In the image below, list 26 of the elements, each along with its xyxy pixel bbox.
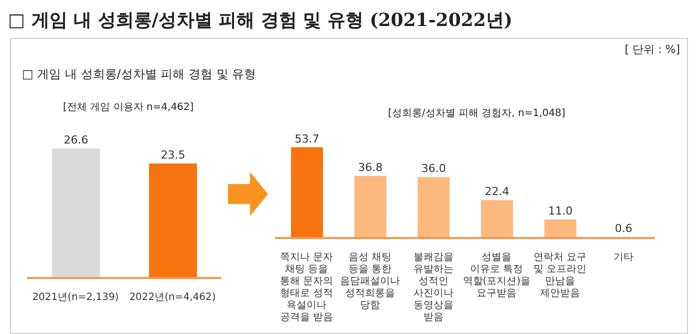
bar (354, 176, 386, 238)
bar (418, 177, 450, 238)
x-tick-label: 연락처 요구 및 오프라인 만남을 제안받음 (533, 252, 587, 299)
x-tick-label: 2022년(n=4,462) (129, 292, 216, 303)
chart-title: [성희롱/성차별 피해 경험자, n=1,048] (388, 107, 566, 120)
x-tick-label: 음성 채팅 등을 통한 음담패설이나 성적희롱을 당함 (340, 252, 400, 311)
bar (544, 219, 576, 238)
bar (481, 200, 513, 238)
data-label: 0.6 (614, 222, 632, 235)
data-label: 53.7 (294, 132, 320, 146)
data-label: 36.8 (358, 160, 383, 174)
data-label: 26.6 (64, 133, 88, 146)
chart-subtitle: □ 게임 내 성희롱/성차별 피해 경험 및 유형 (22, 66, 256, 83)
data-label: 36.0 (421, 162, 446, 176)
x-tick-label: 쪽지나 문자 채팅 등을 통해 문자의 형태로 성적 욕설이나 공격을 받음 (280, 252, 334, 323)
data-label: 11.0 (548, 204, 573, 218)
text: [ 단위 : %] (624, 42, 680, 57)
x-tick-label: 2021년(n=2,139) (32, 292, 119, 303)
text: □ 게임 내 성희롱/성차별 피해 경험 및 유형 (2021-2022년) (8, 9, 512, 32)
bar (291, 147, 323, 238)
x-tick-label: 성별을 이유로 특정 역할(포지션)을 요구받음 (462, 252, 531, 299)
data-label: 23.5 (160, 148, 186, 162)
data-label: 22.4 (484, 185, 510, 198)
x-tick-label: 기타 (613, 252, 634, 263)
text: [전체 게임 이용자 n=4,462] (63, 101, 194, 114)
x-tick-label: 불쾌감을 유발하는 성적인 사진이나 동영상을 받음 (413, 252, 454, 323)
